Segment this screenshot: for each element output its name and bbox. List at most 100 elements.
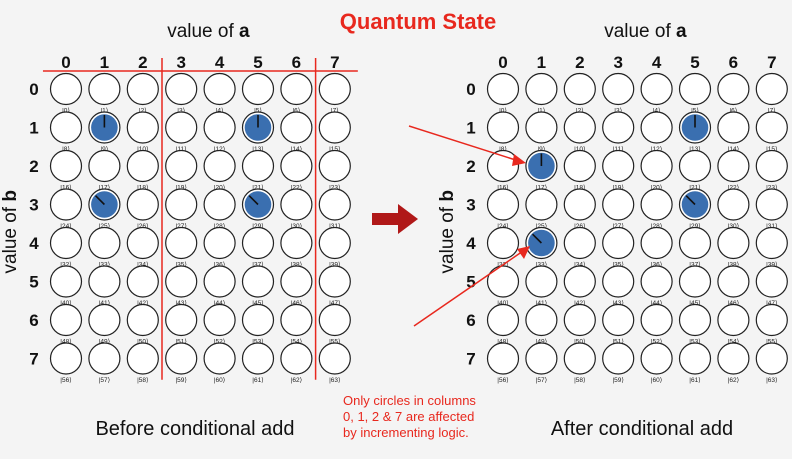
state-circle — [241, 303, 275, 337]
state-circle — [165, 342, 198, 375]
state-cell: |19⟩ — [165, 149, 198, 192]
state-index: |61⟩ — [689, 377, 700, 384]
state-index: |15⟩ — [766, 146, 777, 153]
state-cell: |7⟩ — [755, 72, 788, 115]
state-index: |1⟩ — [100, 108, 108, 115]
state-cell: |13⟩ — [241, 111, 275, 153]
state-cell: |5⟩ — [678, 72, 712, 115]
state-circle — [49, 265, 83, 298]
state-circle — [602, 72, 635, 106]
row-label: 3 — [29, 196, 38, 215]
state-circle — [318, 72, 351, 106]
state-cell: |32⟩ — [49, 226, 83, 269]
column-label: 0 — [61, 53, 70, 72]
state-index: |60⟩ — [214, 377, 225, 384]
state-index: |49⟩ — [536, 339, 547, 346]
state-cell: |55⟩ — [318, 303, 351, 346]
state-index: |13⟩ — [252, 146, 263, 153]
state-index: |48⟩ — [497, 339, 508, 346]
column-label: 7 — [330, 53, 339, 72]
state-cell: |53⟩ — [678, 303, 712, 346]
state-index: |59⟩ — [612, 377, 623, 384]
state-cell: |25⟩ — [88, 188, 121, 230]
state-circle — [203, 342, 236, 375]
column-label: 4 — [215, 53, 225, 72]
state-index: |7⟩ — [768, 108, 776, 115]
state-index: |4⟩ — [216, 108, 224, 115]
state-index: |47⟩ — [766, 300, 777, 307]
state-cell: |61⟩ — [678, 342, 712, 384]
state-index: |8⟩ — [499, 146, 507, 153]
state-index: |25⟩ — [99, 223, 110, 230]
state-circle — [525, 72, 558, 106]
state-index: |40⟩ — [60, 300, 71, 307]
state-circle — [640, 226, 673, 260]
state-index: |14⟩ — [291, 146, 302, 153]
state-cell: |3⟩ — [165, 72, 198, 115]
state-circle — [525, 111, 558, 144]
state-index: |60⟩ — [651, 377, 662, 384]
state-circle — [525, 342, 558, 375]
annotation-note-line: by incrementing logic. — [343, 425, 469, 440]
state-index: |9⟩ — [100, 146, 108, 153]
state-index: |25⟩ — [536, 223, 547, 230]
state-index: |4⟩ — [653, 108, 661, 115]
state-circle — [126, 226, 159, 260]
state-index: |9⟩ — [537, 146, 545, 153]
state-index: |32⟩ — [60, 262, 71, 269]
state-index: |52⟩ — [651, 339, 662, 346]
state-cell: |28⟩ — [640, 188, 673, 230]
state-cell: |28⟩ — [203, 188, 236, 230]
state-cell: |1⟩ — [88, 72, 121, 115]
state-cell: |26⟩ — [563, 188, 596, 230]
state-circle — [280, 149, 313, 183]
state-circle — [563, 111, 596, 144]
state-circle — [640, 149, 673, 183]
state-cell: |58⟩ — [563, 342, 596, 384]
state-index: |58⟩ — [137, 377, 148, 384]
state-cell: |41⟩ — [525, 265, 558, 307]
state-cell: |43⟩ — [165, 265, 198, 307]
state-cell: |19⟩ — [602, 149, 635, 192]
state-index: |11⟩ — [613, 146, 624, 153]
state-index: |0⟩ — [62, 108, 70, 115]
state-circle — [602, 226, 635, 260]
state-cell: |42⟩ — [126, 265, 159, 307]
state-index: |23⟩ — [766, 185, 777, 192]
state-cell: |38⟩ — [280, 226, 313, 269]
state-index: |45⟩ — [689, 300, 700, 307]
state-index: |47⟩ — [329, 300, 340, 307]
state-cell: |52⟩ — [203, 303, 236, 346]
state-cell: |49⟩ — [525, 303, 558, 346]
state-circle — [49, 226, 83, 260]
state-circle — [126, 303, 159, 337]
state-index: |19⟩ — [612, 185, 623, 192]
state-cell: |23⟩ — [318, 149, 351, 192]
state-index: |16⟩ — [60, 185, 71, 192]
state-cell: |33⟩ — [88, 226, 121, 269]
state-circle — [318, 342, 351, 375]
state-circle — [241, 72, 275, 106]
state-cell: |43⟩ — [602, 265, 635, 307]
state-cell: |27⟩ — [602, 188, 635, 230]
state-index: |46⟩ — [728, 300, 739, 307]
state-circle — [318, 303, 351, 337]
state-index: |10⟩ — [574, 146, 585, 153]
state-index: |62⟩ — [728, 377, 739, 384]
state-cell: |8⟩ — [486, 111, 520, 153]
state-index: |46⟩ — [291, 300, 302, 307]
state-circle — [678, 342, 712, 375]
state-circle — [241, 226, 275, 260]
state-cell: |56⟩ — [49, 342, 83, 384]
state-index: |22⟩ — [291, 185, 302, 192]
state-cell: |25⟩ — [525, 188, 558, 230]
column-label: 2 — [575, 53, 584, 72]
state-cell: |62⟩ — [280, 342, 313, 384]
row-label: 1 — [466, 119, 475, 138]
state-index: |49⟩ — [99, 339, 110, 346]
state-index: |40⟩ — [497, 300, 508, 307]
state-cell: |17⟩ — [88, 149, 121, 192]
state-cell: |14⟩ — [717, 111, 750, 153]
state-cell: |24⟩ — [486, 188, 520, 230]
state-circle — [203, 226, 236, 260]
